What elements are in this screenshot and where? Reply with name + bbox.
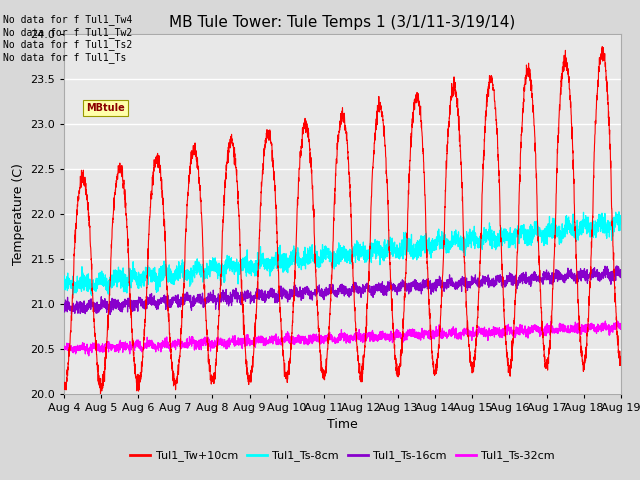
X-axis label: Time: Time (327, 418, 358, 431)
Legend: Tul1_Tw+10cm, Tul1_Ts-8cm, Tul1_Ts-16cm, Tul1_Ts-32cm: Tul1_Tw+10cm, Tul1_Ts-8cm, Tul1_Ts-16cm,… (125, 446, 559, 466)
Text: No data for f Tul1_Tw4
No data for f Tul1_Tw2
No data for f Tul1_Ts2
No data for: No data for f Tul1_Tw4 No data for f Tul… (3, 14, 132, 63)
Title: MB Tule Tower: Tule Temps 1 (3/1/11-3/19/14): MB Tule Tower: Tule Temps 1 (3/1/11-3/19… (169, 15, 516, 30)
Text: MBtule: MBtule (86, 103, 125, 113)
Y-axis label: Temperature (C): Temperature (C) (12, 163, 24, 264)
